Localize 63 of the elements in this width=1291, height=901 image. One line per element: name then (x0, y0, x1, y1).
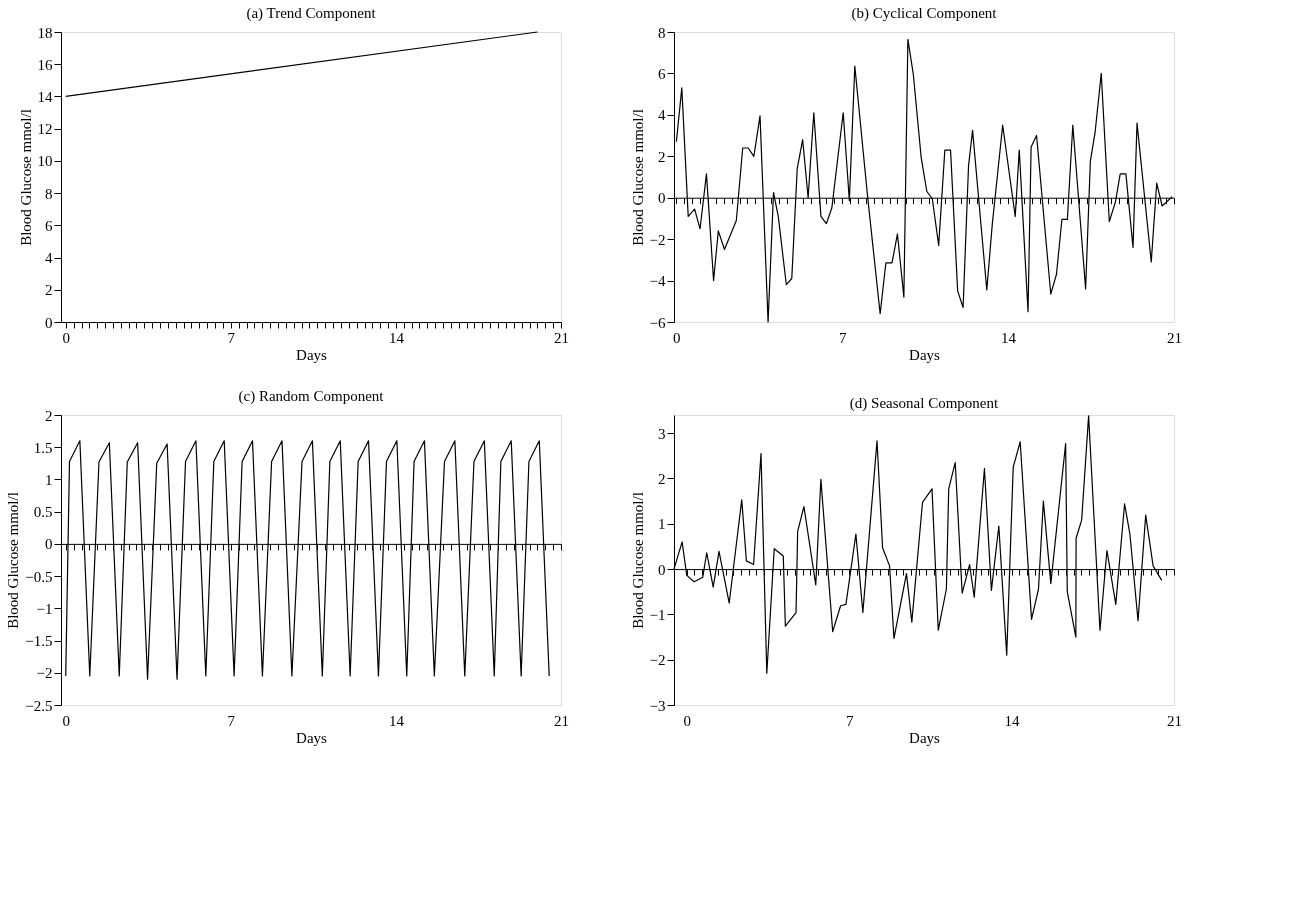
y-tick-label: 1.5 (33, 439, 53, 456)
y-tick-label: −3 (649, 697, 666, 714)
y-tick-label: 2 (45, 407, 53, 424)
y-tick-label: 1 (658, 516, 666, 533)
y-tick-label: 0 (45, 536, 53, 553)
y-axis-title: Blood Glucose mmol/l (17, 109, 34, 246)
chart-title: (a) Trend Component (246, 5, 377, 22)
y-tick-label: 8 (45, 185, 53, 202)
x-tick-label: 0 (62, 329, 70, 346)
y-tick-label: 4 (45, 250, 53, 267)
y-tick-label: 3 (658, 425, 666, 442)
x-tick-label: 0 (62, 712, 70, 729)
x-axis-title: Days (296, 346, 328, 363)
x-tick-label: 7 (839, 329, 847, 346)
x-tick-label: 14 (388, 329, 405, 346)
y-tick-label: 0 (658, 561, 666, 578)
x-tick-label: 21 (1167, 712, 1182, 729)
y-tick-label: 16 (37, 56, 53, 73)
y-tick-label: 2 (45, 282, 53, 299)
x-tick-label: 14 (1001, 329, 1017, 346)
y-tick-label: 14 (37, 88, 53, 105)
x-tick-label: 7 (845, 712, 854, 729)
y-tick-label: 2 (658, 470, 666, 487)
x-tick-label: 0 (683, 712, 692, 729)
y-tick-label: 6 (45, 217, 53, 234)
y-tick-label: −6 (649, 314, 666, 331)
x-tick-label: 21 (554, 329, 569, 346)
y-tick-label: −2 (36, 665, 53, 682)
y-tick-label: 10 (37, 153, 53, 170)
y-tick-label: 6 (658, 65, 666, 82)
y-tick-label: 2 (658, 148, 666, 165)
y-tick-label: −4 (649, 273, 666, 290)
x-tick-label: 21 (554, 712, 569, 729)
x-tick-label: 7 (227, 329, 236, 346)
y-axis-title: Blood Glucose mmol/l (5, 492, 22, 629)
x-tick-label: 14 (1004, 712, 1021, 729)
y-tick-label: 0.5 (33, 504, 53, 521)
x-tick-label: 0 (673, 329, 681, 346)
y-tick-label: 0 (45, 314, 53, 331)
chart-title: (c) Random Component (238, 388, 385, 405)
y-tick-label: −1 (36, 600, 53, 617)
x-tick-label: 14 (388, 712, 405, 729)
y-tick-label: −2 (649, 231, 666, 248)
x-tick-label: 21 (1167, 329, 1182, 346)
y-tick-label: 4 (658, 107, 666, 124)
x-axis-title: Days (909, 729, 941, 746)
chart-title: (d) Seasonal Component (849, 395, 999, 412)
x-axis-title: Days (296, 729, 328, 746)
y-tick-label: −2.5 (25, 697, 53, 714)
y-tick-label: −2 (649, 652, 666, 669)
y-tick-label: 8 (658, 24, 666, 41)
x-axis-title: Days (909, 346, 941, 363)
y-tick-label: −1.5 (25, 633, 53, 650)
y-tick-label: 0 (658, 190, 666, 207)
y-tick-label: 18 (37, 24, 53, 41)
y-tick-label: −0.5 (25, 568, 53, 585)
y-tick-label: −1 (649, 606, 666, 623)
y-tick-label: 12 (37, 121, 53, 138)
chart-title: (b) Cyclical Component (851, 5, 998, 22)
y-tick-label: 1 (45, 471, 53, 488)
x-tick-label: 7 (227, 712, 236, 729)
y-axis-title: Blood Glucose mmol/l (629, 109, 646, 246)
y-axis-title: Blood Glucose mmol/l (629, 492, 646, 629)
